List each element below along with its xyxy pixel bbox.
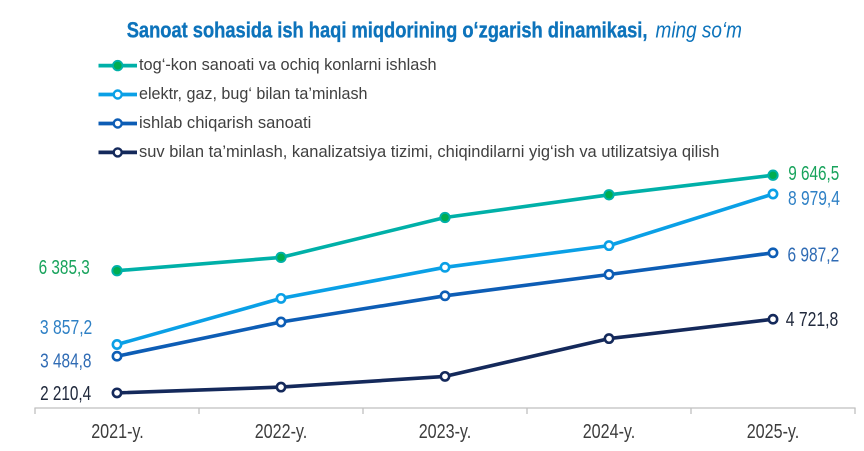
svg-text:3 484,8: 3 484,8: [40, 350, 91, 372]
svg-text:2024-y.: 2024-y.: [583, 421, 636, 443]
svg-text:2023-y.: 2023-y.: [419, 421, 472, 443]
svg-text:6 385,3: 6 385,3: [39, 257, 90, 279]
svg-text:Sanoat sohasida ish haqi miqdo: Sanoat sohasida ish haqi miqdorining o‘z…: [127, 17, 648, 42]
svg-text:tog‘-kon sanoati va ochiq konl: tog‘-kon sanoati va ochiq konlarni ishla…: [139, 56, 437, 74]
svg-text:elektr, gaz, bug‘ bilan ta’min: elektr, gaz, bug‘ bilan ta’minlash: [139, 85, 368, 103]
svg-text:3 857,2: 3 857,2: [40, 317, 92, 339]
svg-text:ishlab chiqarish sanoati: ishlab chiqarish sanoati: [139, 114, 311, 132]
svg-text:4 721,8: 4 721,8: [786, 309, 839, 331]
svg-text:2025-y.: 2025-y.: [747, 421, 800, 443]
svg-text:9 646,5: 9 646,5: [788, 163, 839, 185]
svg-text:2022-y.: 2022-y.: [255, 421, 308, 443]
svg-text:2 210,4: 2 210,4: [40, 383, 91, 405]
svg-text:2021-y.: 2021-y.: [91, 421, 144, 443]
svg-text:ming so‘m: ming so‘m: [656, 17, 743, 42]
svg-text:suv bilan ta’minlash, kanaliza: suv bilan ta’minlash, kanalizatsiya tizi…: [139, 143, 719, 161]
svg-text:8 979,4: 8 979,4: [788, 188, 840, 210]
svg-text:6 987,2: 6 987,2: [788, 245, 840, 267]
